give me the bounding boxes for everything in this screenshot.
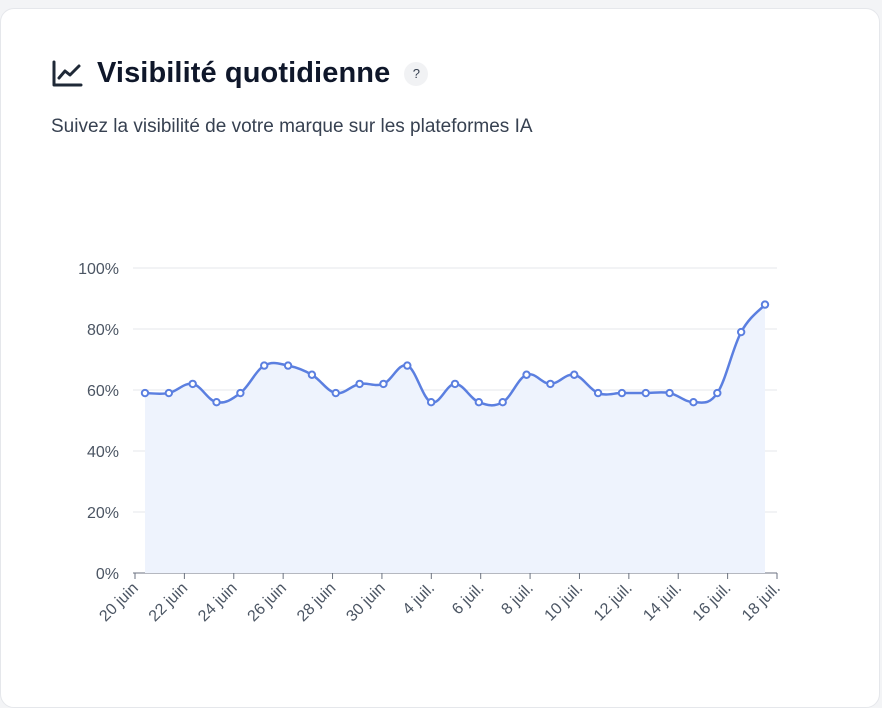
data-point	[426, 398, 436, 407]
x-tick-label: 24 juin	[195, 580, 240, 625]
data-point	[641, 388, 650, 398]
y-tick-label: 40%	[87, 444, 119, 461]
data-point	[736, 327, 746, 337]
x-tick-label: 20 juin	[96, 580, 141, 625]
data-point	[689, 398, 698, 407]
card-header: Visibilité quotidienne ?	[51, 57, 429, 90]
x-tick-label: 18 juil.	[739, 580, 784, 625]
y-tick-label: 100%	[78, 261, 119, 278]
x-tick-label: 16 juil.	[690, 580, 735, 625]
x-tick-label: 8 juil.	[498, 580, 536, 618]
x-tick-label: 26 juin	[245, 580, 290, 625]
x-tick-label: 14 juil.	[640, 580, 685, 625]
data-point	[546, 379, 555, 389]
x-tick-label: 10 juil.	[542, 580, 587, 625]
line-chart-icon	[51, 58, 83, 90]
card-subtitle: Suivez la visibilité de votre marque sur…	[51, 116, 533, 137]
data-point	[450, 379, 460, 389]
data-point	[713, 388, 722, 398]
data-point	[140, 388, 150, 398]
series-area	[145, 304, 765, 573]
data-point	[260, 361, 269, 370]
data-point	[617, 388, 627, 398]
data-point	[212, 398, 221, 407]
x-tick-label: 22 juin	[146, 580, 191, 625]
x-tick-label: 6 juil.	[449, 580, 487, 618]
data-point	[593, 388, 603, 398]
page-title: Visibilité quotidienne	[97, 57, 391, 89]
data-point	[188, 379, 197, 389]
y-tick-label: 60%	[87, 383, 119, 400]
data-point	[665, 388, 674, 398]
data-point	[498, 398, 507, 407]
y-tick-label: 20%	[87, 505, 119, 522]
data-point	[379, 379, 388, 389]
data-point	[570, 370, 579, 379]
y-tick-label: 0%	[96, 566, 119, 583]
data-point	[331, 388, 340, 398]
data-point	[164, 388, 174, 398]
data-point	[403, 361, 412, 370]
visibility-line-chart: 0%20%40%60%80%100%20 juin 22 juin 24 juin 2…	[78, 261, 784, 625]
help-icon[interactable]: ?	[404, 61, 429, 86]
x-tick-label: 4 juil.	[400, 580, 438, 618]
data-point	[474, 398, 484, 407]
x-tick-label: 12 juil.	[591, 580, 636, 625]
data-point	[307, 370, 317, 379]
x-tick-label: 28 juin	[294, 580, 339, 625]
data-point	[760, 300, 770, 309]
data-point	[522, 370, 531, 379]
data-point	[355, 379, 364, 389]
data-point	[236, 388, 245, 398]
data-point	[283, 361, 293, 370]
x-tick-label: 30 juin	[343, 580, 388, 625]
y-tick-label: 80%	[87, 322, 119, 339]
